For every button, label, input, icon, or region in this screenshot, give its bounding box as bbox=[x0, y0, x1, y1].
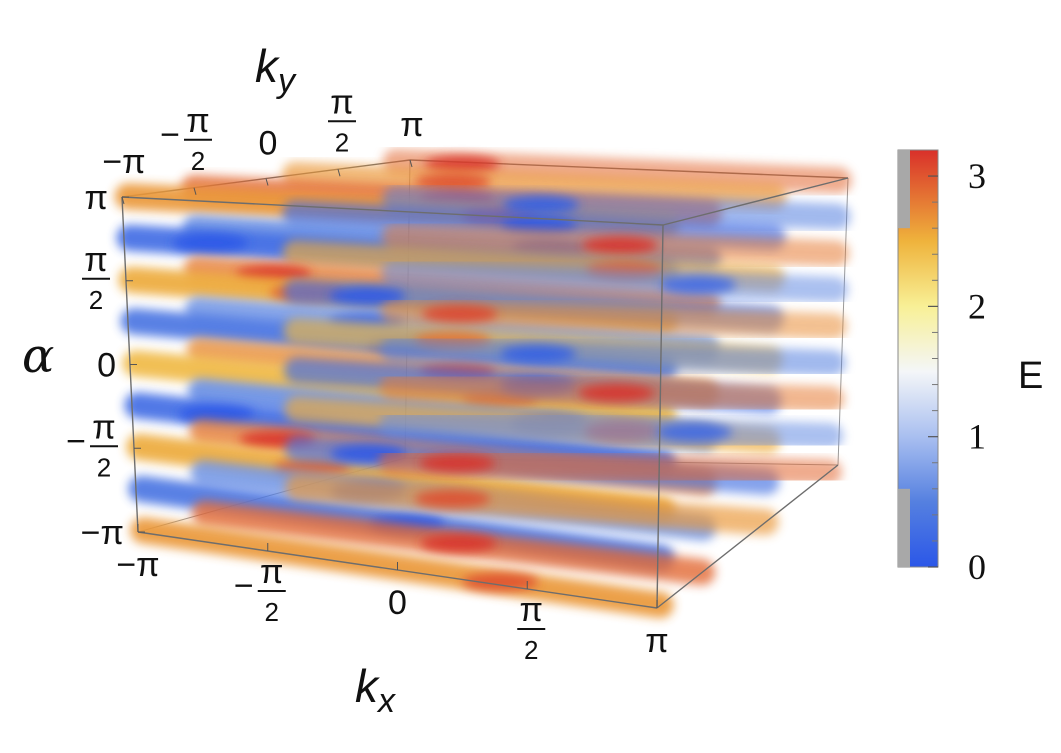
kx-tick-label: −π bbox=[116, 546, 159, 584]
colorbar-tick-label: 1 bbox=[968, 417, 986, 457]
box-edge-front-top bbox=[121, 196, 664, 226]
colorbar-tick-label: 2 bbox=[968, 286, 986, 326]
tick-denominator: 2 bbox=[335, 127, 349, 157]
tick-numerator: π bbox=[330, 83, 353, 121]
density-band-layer-3 bbox=[381, 261, 849, 303]
density-peak-5 bbox=[500, 344, 577, 363]
tick-sign: − bbox=[234, 567, 254, 605]
box-edge-top-right bbox=[662, 177, 849, 226]
ky-tick-mark bbox=[193, 187, 197, 195]
ky-tick-label: π bbox=[400, 106, 423, 144]
alpha-tick-label: 0 bbox=[97, 347, 116, 385]
density-peak-7 bbox=[656, 423, 733, 442]
kx-tick-label: π2 bbox=[517, 591, 546, 665]
density-peak-4 bbox=[421, 304, 498, 323]
colorbar-label: E bbox=[1018, 355, 1043, 397]
ky-tick-label: π2 bbox=[328, 83, 356, 157]
tick-denominator: 2 bbox=[524, 635, 538, 665]
density-band-layer-8 bbox=[285, 474, 779, 536]
density-peak-2 bbox=[581, 236, 658, 255]
ky-tick-mark bbox=[265, 178, 269, 186]
colorbar-tick-label: 0 bbox=[968, 547, 986, 587]
tick-numerator: π bbox=[84, 241, 107, 279]
alpha-axis-label: α bbox=[22, 328, 54, 384]
density-peak-3 bbox=[329, 286, 406, 305]
colorbar: 0 1 2 3 bbox=[897, 149, 986, 587]
kx-axis-label: kx bbox=[355, 660, 396, 720]
density-band-layer-7 bbox=[379, 411, 844, 449]
tick-denominator: 2 bbox=[265, 597, 279, 627]
box-edge-bottom-right bbox=[656, 464, 839, 609]
kx-tick-label: π bbox=[645, 622, 668, 660]
ky-tick-label: − π 2 bbox=[160, 102, 212, 176]
ky-axis-label: ky bbox=[255, 40, 297, 100]
density-peak-8 bbox=[419, 454, 496, 473]
box-edge-front-right bbox=[656, 224, 664, 609]
density-peak-3 bbox=[660, 275, 737, 294]
density-peak-8 bbox=[420, 534, 497, 553]
density-band-layer-5 bbox=[380, 336, 846, 376]
colorbar-shade bbox=[898, 488, 910, 567]
bounding-box-front bbox=[121, 177, 849, 609]
kx-tick-label: − π 2 bbox=[234, 553, 286, 627]
colorbar-tick-label: 3 bbox=[968, 156, 986, 196]
density-band-layer-8 bbox=[130, 517, 674, 619]
ky-tick-label: −π bbox=[102, 143, 145, 181]
density-peak-5 bbox=[178, 404, 255, 423]
colorbar-ticks: 0 1 2 3 bbox=[928, 156, 986, 587]
kx-tick-label: 0 bbox=[388, 584, 407, 622]
density-peak-8 bbox=[462, 572, 539, 591]
tick-denominator: 2 bbox=[89, 285, 103, 315]
ky-tick-mark bbox=[337, 169, 341, 177]
ky-tick-mark bbox=[409, 159, 413, 168]
tick-sign: − bbox=[66, 422, 86, 460]
tick-denominator: 2 bbox=[97, 452, 111, 482]
density-peak-8 bbox=[414, 489, 491, 508]
ky-tick-label: 0 bbox=[259, 125, 278, 163]
ky-tick-mark bbox=[121, 196, 125, 205]
density-peak-1 bbox=[172, 233, 249, 252]
tick-numerator: π bbox=[260, 553, 283, 591]
tick-numerator: π bbox=[520, 591, 543, 629]
ky-axis-ticks: −π− π2 0π2 π bbox=[102, 83, 424, 205]
density-peak-0 bbox=[414, 173, 491, 192]
alpha-tick-label: π2 bbox=[82, 241, 110, 315]
density-bands bbox=[114, 148, 852, 619]
colorbar-shade bbox=[898, 150, 910, 229]
alpha-tick-label: −π bbox=[81, 514, 124, 552]
kx-axis-ticks: −π− π2 0 π2 π bbox=[116, 524, 669, 665]
tick-sign: − bbox=[160, 116, 180, 154]
density-band-layer-0 bbox=[281, 161, 787, 210]
alpha-tick-label: π bbox=[85, 179, 108, 217]
tick-denominator: 2 bbox=[191, 146, 205, 176]
density-band-layer-1 bbox=[382, 186, 851, 230]
tick-numerator: π bbox=[186, 102, 209, 140]
density-peak-6 bbox=[578, 384, 655, 403]
tick-numerator: π bbox=[92, 408, 115, 446]
alpha-tick-label: − π 2 bbox=[66, 408, 118, 482]
colorbar-shaded-ranges bbox=[898, 150, 910, 567]
density-peak-1 bbox=[503, 195, 580, 214]
